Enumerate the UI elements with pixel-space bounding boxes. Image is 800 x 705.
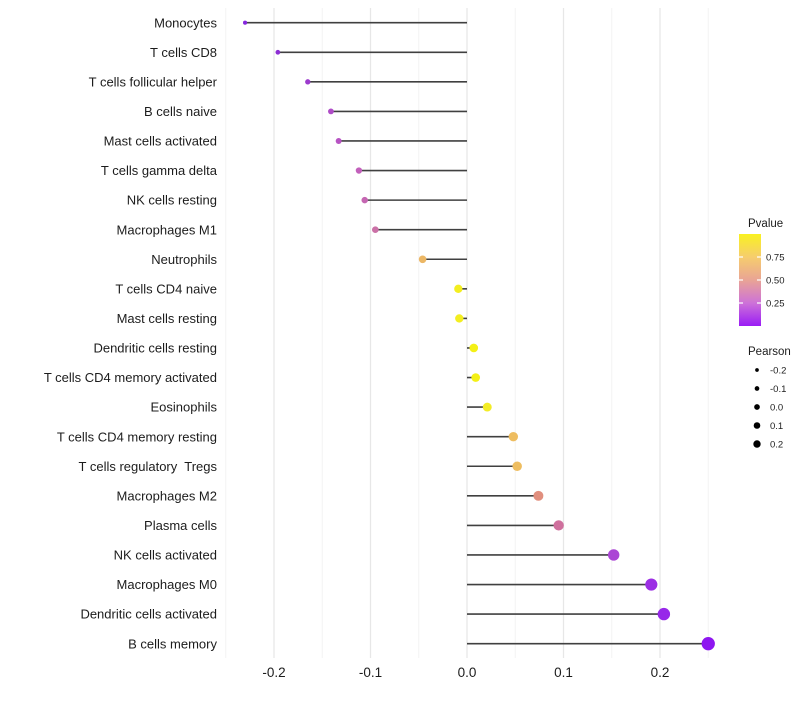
category-label: T cells CD4 memory activated	[44, 370, 217, 385]
x-tick-label: 0.1	[554, 665, 573, 680]
category-label: B cells memory	[128, 636, 217, 651]
x-tick-label: 0.0	[458, 665, 477, 680]
pearson-legend-label: -0.2	[770, 365, 786, 376]
x-tick-label: -0.2	[262, 665, 285, 680]
category-label: Macrophages M0	[117, 577, 217, 592]
category-label: Macrophages M2	[117, 488, 217, 503]
pvalue-tick-label: 0.25	[766, 298, 785, 309]
lollipop-dot	[275, 49, 281, 55]
lollipop-dot	[508, 431, 519, 442]
lollipop-dot	[305, 79, 311, 85]
lollipop-dot	[243, 20, 248, 25]
lollipop-dot	[553, 520, 564, 531]
x-tick-label: -0.1	[359, 665, 382, 680]
lollipop-dot	[454, 284, 463, 293]
lollipop-dot	[335, 138, 342, 144]
pearson-legend-label: 0.1	[770, 421, 783, 432]
lollipop-dot	[471, 373, 481, 382]
category-label: Neutrophils	[151, 252, 217, 267]
lollipop-dot	[455, 314, 464, 323]
category-label: T cells CD8	[150, 45, 217, 60]
lollipop-dot	[607, 549, 620, 561]
lollipop-dot	[469, 343, 479, 353]
pvalue-legend-title: Pvalue	[748, 218, 783, 230]
pearson-legend-label: -0.1	[770, 384, 786, 395]
pearson-legend-label: 0.0	[770, 402, 783, 413]
category-label: Plasma cells	[144, 518, 217, 533]
category-label: T cells follicular helper	[89, 74, 218, 89]
pearson-legend-label: 0.2	[770, 439, 783, 450]
pvalue-tick-label: 0.75	[766, 252, 785, 263]
lollipop-dot	[355, 167, 363, 174]
lollipop-dot	[645, 578, 658, 591]
pearson-legend-dot	[754, 386, 760, 391]
category-label: Mast cells resting	[117, 311, 217, 326]
lollipop-dot	[657, 607, 671, 621]
category-label: Macrophages M1	[117, 222, 217, 237]
pearson-legend-dot	[754, 404, 760, 410]
pvalue-gradient-bar	[739, 234, 761, 326]
lollipop-dot	[533, 490, 544, 501]
lollipop-dot	[701, 637, 715, 651]
category-label: Dendritic cells resting	[93, 341, 217, 356]
category-label: NK cells activated	[114, 548, 217, 563]
category-label: T cells CD4 naive	[115, 281, 217, 296]
category-label: T cells regulatory Tregs	[79, 459, 218, 474]
pearson-legend-dot	[753, 422, 761, 429]
pearson-legend-dot	[755, 368, 759, 372]
category-label: Dendritic cells activated	[80, 607, 217, 622]
lollipop-dot	[512, 461, 522, 471]
lollipop-dot	[418, 255, 427, 264]
lollipop-dot	[328, 108, 334, 115]
lollipop-dot	[482, 402, 492, 412]
category-label: B cells naive	[144, 104, 217, 119]
lollipop-dot	[371, 226, 379, 234]
category-label: T cells gamma delta	[101, 163, 218, 178]
category-label: Mast cells activated	[104, 134, 217, 149]
category-label: T cells CD4 memory resting	[57, 429, 217, 444]
pearson-legend-title: Pearson	[748, 346, 791, 358]
pearson-legend-dot	[753, 440, 761, 448]
category-label: Eosinophils	[151, 400, 218, 415]
pvalue-tick-label: 0.50	[766, 275, 785, 286]
lollipop-dot	[361, 196, 368, 204]
x-tick-label: 0.2	[651, 665, 670, 680]
category-label: Monocytes	[154, 15, 217, 30]
category-label: NK cells resting	[127, 193, 217, 208]
